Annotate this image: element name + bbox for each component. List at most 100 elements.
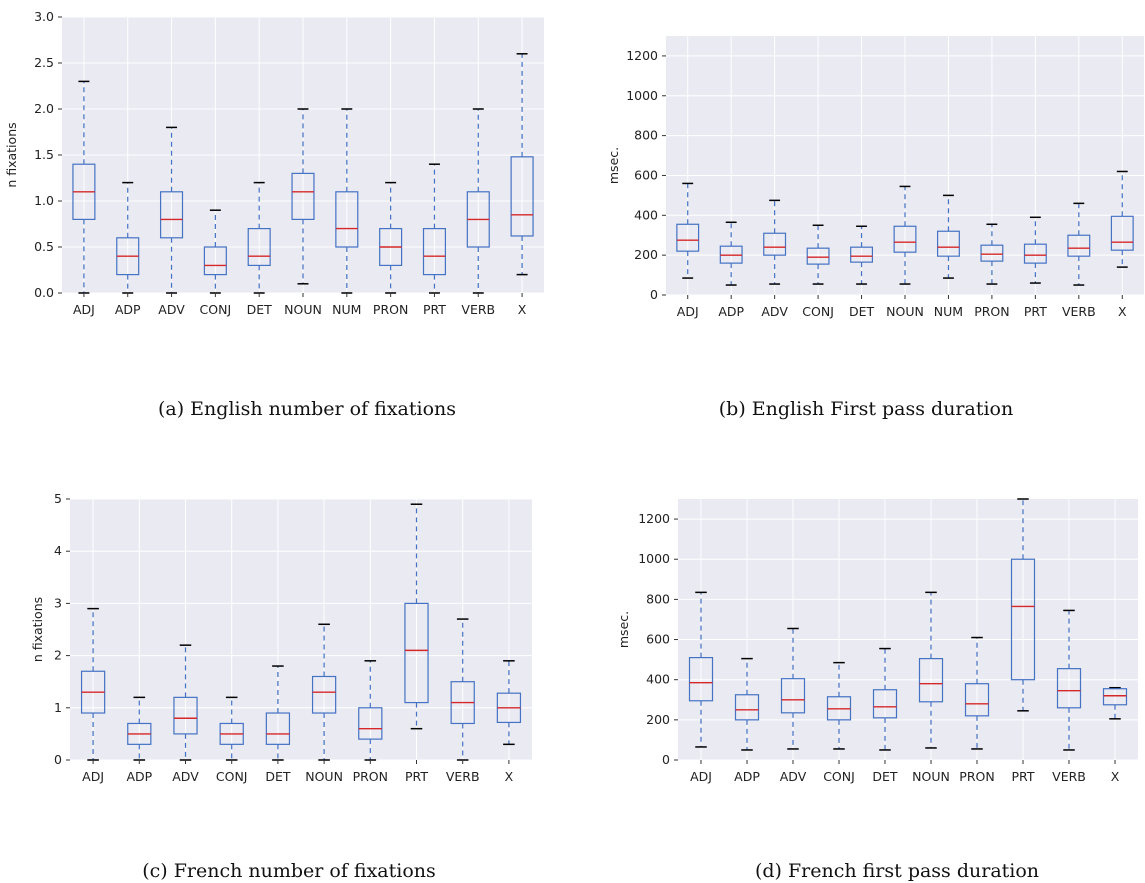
iqr-box [872, 689, 898, 719]
x-tick-label: PRT [423, 302, 446, 317]
box-x [1102, 686, 1128, 764]
caption-d: (d) French first pass duration [754, 860, 1040, 882]
box-verb [450, 618, 475, 764]
x-tick-label: DET [265, 769, 291, 784]
caption-b: (b) English First pass duration [718, 398, 1014, 420]
box-adj [688, 591, 714, 764]
x-tick-label: NOUN [886, 304, 924, 319]
x-tick-label: ADV [158, 302, 185, 317]
box-plot-english-first-pass: 0 200 400 600 800 1000 1200 msec. ADJ ADP ADV CONJ D… [606, 36, 1144, 319]
y-tick-label: 0.5 [34, 239, 54, 254]
iqr-box [404, 602, 429, 704]
box-noun [918, 591, 944, 764]
x-tick-label: NOUN [912, 769, 950, 784]
y-tick-label: 2.0 [34, 101, 54, 116]
x-tick-label: X [1111, 769, 1120, 784]
box-conj [203, 209, 227, 297]
caption-c: (c) French number of fixations [142, 860, 436, 882]
caption-a: (a) English number of fixations [157, 398, 457, 420]
x-tick-label: PRT [1024, 304, 1047, 319]
box-pron [358, 660, 383, 764]
box-adv [763, 199, 787, 299]
chart-panel-c: 0 1 2 3 4 5 n fixations ADJ ADP ADV CONJ DET NOUN PRO… [0, 480, 560, 800]
box-plot-french-first-pass: 0 200 400 600 800 1000 1200 msec. ADJ ADP ADV CONJ D… [616, 498, 1138, 784]
box-verb [1067, 202, 1091, 299]
box-noun [291, 108, 315, 297]
box-det [872, 647, 898, 764]
x-tick-label: X [505, 769, 514, 784]
iqr-box [893, 225, 917, 253]
iqr-box [763, 232, 787, 256]
y-tick-label: 400 [646, 672, 670, 687]
x-tick-label: ADP [126, 769, 152, 784]
box-verb [466, 108, 490, 297]
x-tick-label: ADP [718, 304, 744, 319]
y-tick-label: 600 [634, 167, 658, 182]
box-prt [422, 163, 447, 297]
x-tick-label: DET [872, 769, 898, 784]
y-tick-label: 800 [646, 591, 670, 606]
box-prt [404, 503, 429, 764]
iqr-box [422, 228, 447, 276]
y-tick-label: 3.0 [34, 9, 54, 24]
x-tick-label: NOUN [284, 302, 322, 317]
x-tick-label: NUM [332, 302, 361, 317]
y-tick-label: 600 [646, 632, 670, 647]
y-tick-label: 200 [634, 247, 658, 262]
x-tick-label: ADV [761, 304, 788, 319]
iqr-box [780, 678, 806, 714]
x-tick-label: VERB [446, 769, 480, 784]
x-tick-label: VERB [1062, 304, 1096, 319]
box-det [850, 225, 874, 299]
box-x [496, 660, 522, 764]
iqr-box [1056, 668, 1082, 709]
chart-panel-a: 0.0 0.5 1.0 1.5 2.0 2.5 3.0 n fixations ADJ ADP AD… [0, 0, 560, 330]
iqr-box [1102, 688, 1128, 706]
x-tick-label: CONJ [802, 304, 834, 319]
y-tick-label: 0 [662, 752, 670, 767]
box-adv [780, 627, 806, 764]
iqr-box [806, 247, 830, 265]
y-axis-label: msec. [616, 611, 631, 648]
box-det [265, 665, 291, 764]
box-noun [893, 185, 917, 299]
iqr-box [510, 156, 534, 237]
iqr-box [1023, 243, 1047, 264]
box-pron [980, 223, 1004, 299]
iqr-box [159, 191, 184, 239]
iqr-box [1110, 215, 1134, 251]
iqr-box [676, 223, 700, 252]
y-tick-label: 800 [634, 128, 658, 143]
y-tick-label: 3 [54, 595, 62, 610]
y-tick-label: 1 [54, 700, 62, 715]
iqr-box [358, 707, 383, 740]
x-tick-label: ADV [172, 769, 199, 784]
y-tick-label: 2 [54, 648, 62, 663]
x-tick-label: PRT [405, 769, 428, 784]
iqr-box [964, 683, 990, 717]
iqr-box [173, 696, 198, 735]
box-pron [379, 181, 403, 297]
y-tick-label: 200 [646, 712, 670, 727]
box-plot-french-fixations: 0 1 2 3 4 5 n fixations ADJ ADP ADV CONJ DET NOUN PRO… [30, 491, 532, 784]
box-conj [826, 661, 852, 764]
x-tick-label: ADJ [690, 769, 712, 784]
box-verb [1056, 609, 1082, 764]
iqr-box [247, 228, 271, 267]
x-tick-label: CONJ [823, 769, 855, 784]
plot-area [70, 499, 532, 760]
box-det [247, 181, 271, 297]
y-tick-label: 1200 [626, 48, 658, 63]
y-tick-label: 1000 [638, 551, 670, 566]
box-adp [127, 696, 152, 764]
iqr-box [918, 658, 944, 703]
box-adj [676, 182, 700, 299]
iqr-box [311, 675, 337, 714]
box-adp [734, 657, 760, 764]
y-axis-label: n fixations [30, 597, 45, 662]
iqr-box [734, 694, 760, 721]
y-tick-label: 1200 [638, 511, 670, 526]
x-tick-label: X [518, 302, 527, 317]
y-tick-label: 2.5 [34, 55, 54, 70]
x-tick-label: CONJ [216, 769, 248, 784]
